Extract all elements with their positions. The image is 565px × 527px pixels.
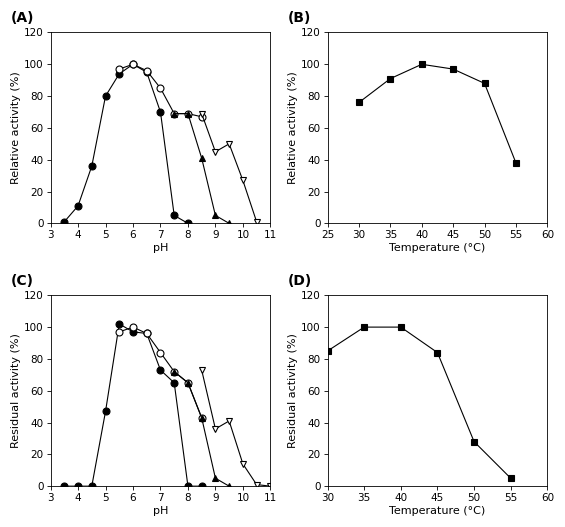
X-axis label: pH: pH (153, 243, 168, 253)
Text: (D): (D) (288, 274, 312, 288)
Text: (C): (C) (11, 274, 34, 288)
Text: (A): (A) (11, 11, 34, 25)
X-axis label: Temperature (°C): Temperature (°C) (389, 506, 485, 516)
Y-axis label: Relative activity (%): Relative activity (%) (288, 72, 298, 184)
Y-axis label: Residual activity (%): Residual activity (%) (11, 333, 21, 448)
X-axis label: pH: pH (153, 506, 168, 516)
Y-axis label: Relative activity (%): Relative activity (%) (11, 72, 21, 184)
X-axis label: Temperature (°C): Temperature (°C) (389, 243, 485, 253)
Text: (B): (B) (288, 11, 311, 25)
Y-axis label: Residual activity (%): Residual activity (%) (288, 333, 298, 448)
